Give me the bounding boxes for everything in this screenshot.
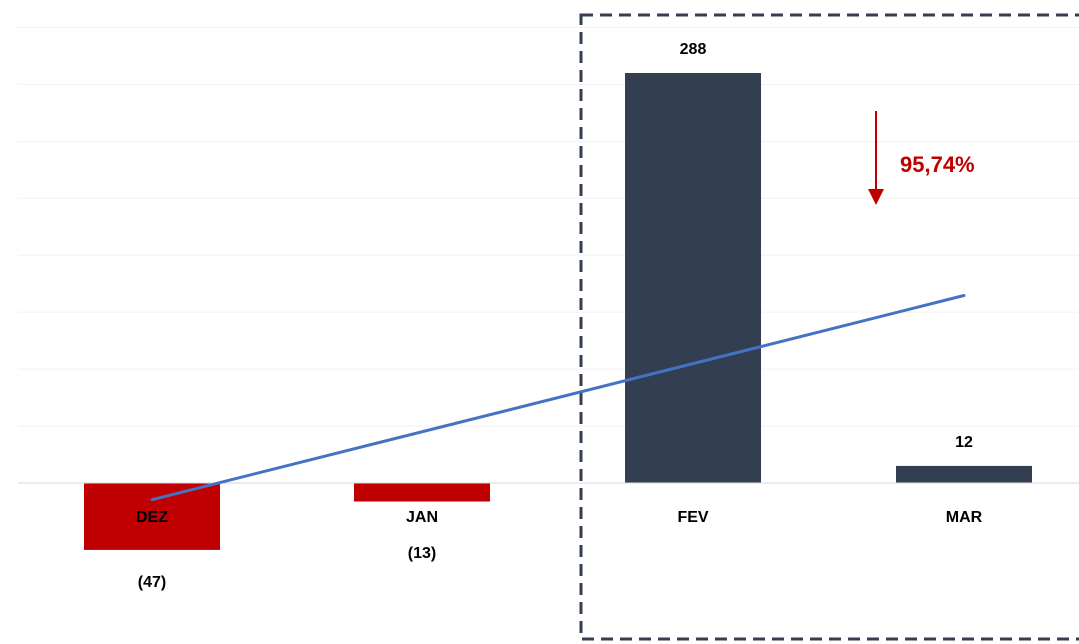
category-label-fev: FEV: [677, 509, 708, 526]
trend-line-layer: [150, 294, 966, 502]
highlight-box: [579, 13, 1079, 641]
trend-line: [150, 294, 966, 502]
bar-jan: [354, 483, 490, 502]
value-label-dez: (47): [138, 574, 166, 591]
value-label-jan: (13): [408, 545, 436, 562]
annotation-layer: 95,74%: [868, 111, 975, 205]
highlight-box-layer: [579, 13, 1079, 641]
category-label-jan: JAN: [406, 509, 438, 526]
value-label-mar: 12: [955, 434, 973, 451]
category-label-mar: MAR: [946, 509, 983, 526]
bar-mar: [896, 465, 1032, 483]
change-percentage-label: 95,74%: [900, 152, 975, 177]
labels: DEZ JAN FEV MAR (47) (13) 288 12: [136, 41, 983, 591]
bar-dez: [84, 483, 220, 550]
gridlines: [18, 26, 1079, 427]
category-label-dez: DEZ: [136, 509, 168, 526]
bar-fev: [625, 73, 761, 483]
bars: [84, 73, 1032, 550]
down-arrow-head-icon: [868, 189, 884, 205]
value-label-fev: 288: [680, 41, 707, 58]
